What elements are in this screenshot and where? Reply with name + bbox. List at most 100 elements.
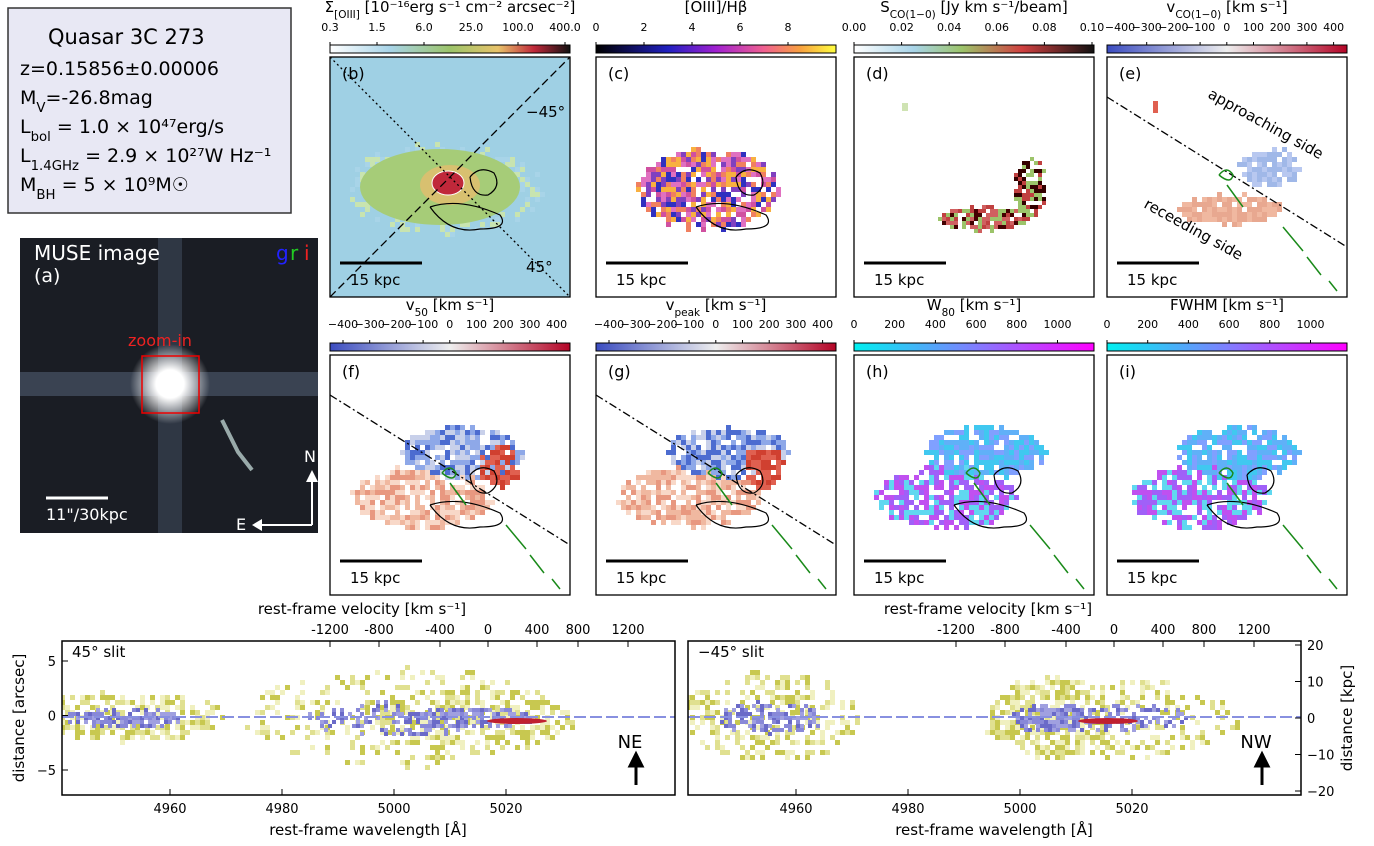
pixel bbox=[1282, 157, 1287, 162]
pixel bbox=[430, 490, 435, 495]
pixel bbox=[1252, 207, 1257, 212]
pixel bbox=[691, 495, 696, 500]
pixel bbox=[1147, 500, 1152, 505]
pixel bbox=[1202, 485, 1207, 490]
pixel bbox=[656, 192, 661, 197]
pixel bbox=[405, 450, 410, 455]
pixel bbox=[716, 445, 721, 450]
pixel bbox=[1217, 490, 1222, 495]
pixel bbox=[954, 480, 959, 485]
colorbar-tick-label: 200 bbox=[493, 318, 514, 331]
pixel bbox=[1242, 465, 1247, 470]
pixel bbox=[1182, 495, 1187, 500]
pixel bbox=[944, 470, 949, 475]
pixel bbox=[365, 162, 370, 167]
pixel bbox=[1222, 430, 1227, 435]
pixel bbox=[756, 455, 761, 460]
pixel bbox=[969, 470, 974, 475]
pixel bbox=[380, 515, 385, 520]
pixel bbox=[495, 465, 500, 470]
pixel bbox=[1044, 450, 1049, 455]
pixel bbox=[656, 510, 661, 515]
pixel bbox=[741, 445, 746, 450]
pixel bbox=[706, 182, 711, 187]
pixel bbox=[1262, 162, 1267, 167]
pixel bbox=[1177, 455, 1182, 460]
pixel bbox=[691, 435, 696, 440]
pixel bbox=[681, 475, 686, 480]
pixel bbox=[1152, 510, 1157, 515]
pixel bbox=[1024, 435, 1029, 440]
pixel bbox=[1177, 515, 1182, 520]
pixel bbox=[731, 470, 736, 475]
pixel bbox=[641, 495, 646, 500]
pixel bbox=[731, 217, 736, 222]
pixel bbox=[671, 197, 676, 202]
pixel bbox=[390, 475, 395, 480]
pixel bbox=[1029, 445, 1034, 450]
pixel bbox=[631, 485, 636, 490]
pixel bbox=[495, 440, 500, 445]
colorbar-tick-label: 1.5 bbox=[368, 21, 386, 34]
pixel bbox=[671, 455, 676, 460]
pixel bbox=[746, 460, 751, 465]
pixel bbox=[731, 430, 736, 435]
colorbar-tick-label: −400 bbox=[1105, 21, 1135, 34]
pixel bbox=[962, 221, 966, 225]
pixel bbox=[656, 197, 661, 202]
pixel bbox=[1247, 455, 1252, 460]
pixel bbox=[978, 225, 982, 229]
pixel bbox=[405, 475, 410, 480]
pixel bbox=[701, 465, 706, 470]
pixel bbox=[1019, 435, 1024, 440]
colorbar-tick-label: 400 bbox=[812, 318, 833, 331]
pixel bbox=[994, 225, 998, 229]
pixel bbox=[942, 213, 946, 217]
pixel bbox=[909, 520, 914, 525]
pixel bbox=[1197, 480, 1202, 485]
pixel bbox=[959, 430, 964, 435]
pixel bbox=[1192, 202, 1197, 207]
pixel bbox=[1232, 217, 1237, 222]
pixel bbox=[701, 182, 706, 187]
pixel bbox=[974, 440, 979, 445]
pixel bbox=[1207, 197, 1212, 202]
pixel bbox=[894, 495, 899, 500]
pixel bbox=[470, 435, 475, 440]
pixel bbox=[974, 500, 979, 505]
pixel bbox=[1257, 177, 1262, 182]
pixel bbox=[485, 475, 490, 480]
pixel bbox=[889, 500, 894, 505]
pixel bbox=[410, 480, 415, 485]
colorbar-tick-label: 100 bbox=[1243, 21, 1264, 34]
pixel bbox=[1247, 197, 1252, 202]
pixel bbox=[999, 450, 1004, 455]
pixel bbox=[736, 460, 741, 465]
pixel bbox=[982, 217, 986, 221]
pixel bbox=[746, 172, 751, 177]
pixel bbox=[696, 152, 701, 157]
pixel bbox=[415, 485, 420, 490]
pixel bbox=[1030, 185, 1034, 189]
pixel bbox=[355, 177, 360, 182]
pixel bbox=[1142, 495, 1147, 500]
pixel bbox=[756, 430, 761, 435]
pixel bbox=[485, 500, 490, 505]
pixel bbox=[646, 495, 651, 500]
pixel bbox=[999, 455, 1004, 460]
pixel bbox=[666, 182, 671, 187]
pixel bbox=[510, 162, 515, 167]
pixel bbox=[1272, 162, 1277, 167]
pixel bbox=[989, 505, 994, 510]
pixel bbox=[736, 445, 741, 450]
pixel bbox=[986, 221, 990, 225]
pixel bbox=[949, 475, 954, 480]
pixel bbox=[1202, 520, 1207, 525]
pixel bbox=[1257, 207, 1262, 212]
pixel bbox=[435, 520, 440, 525]
pixel bbox=[771, 455, 776, 460]
pixel bbox=[686, 217, 691, 222]
pixel bbox=[1247, 217, 1252, 222]
